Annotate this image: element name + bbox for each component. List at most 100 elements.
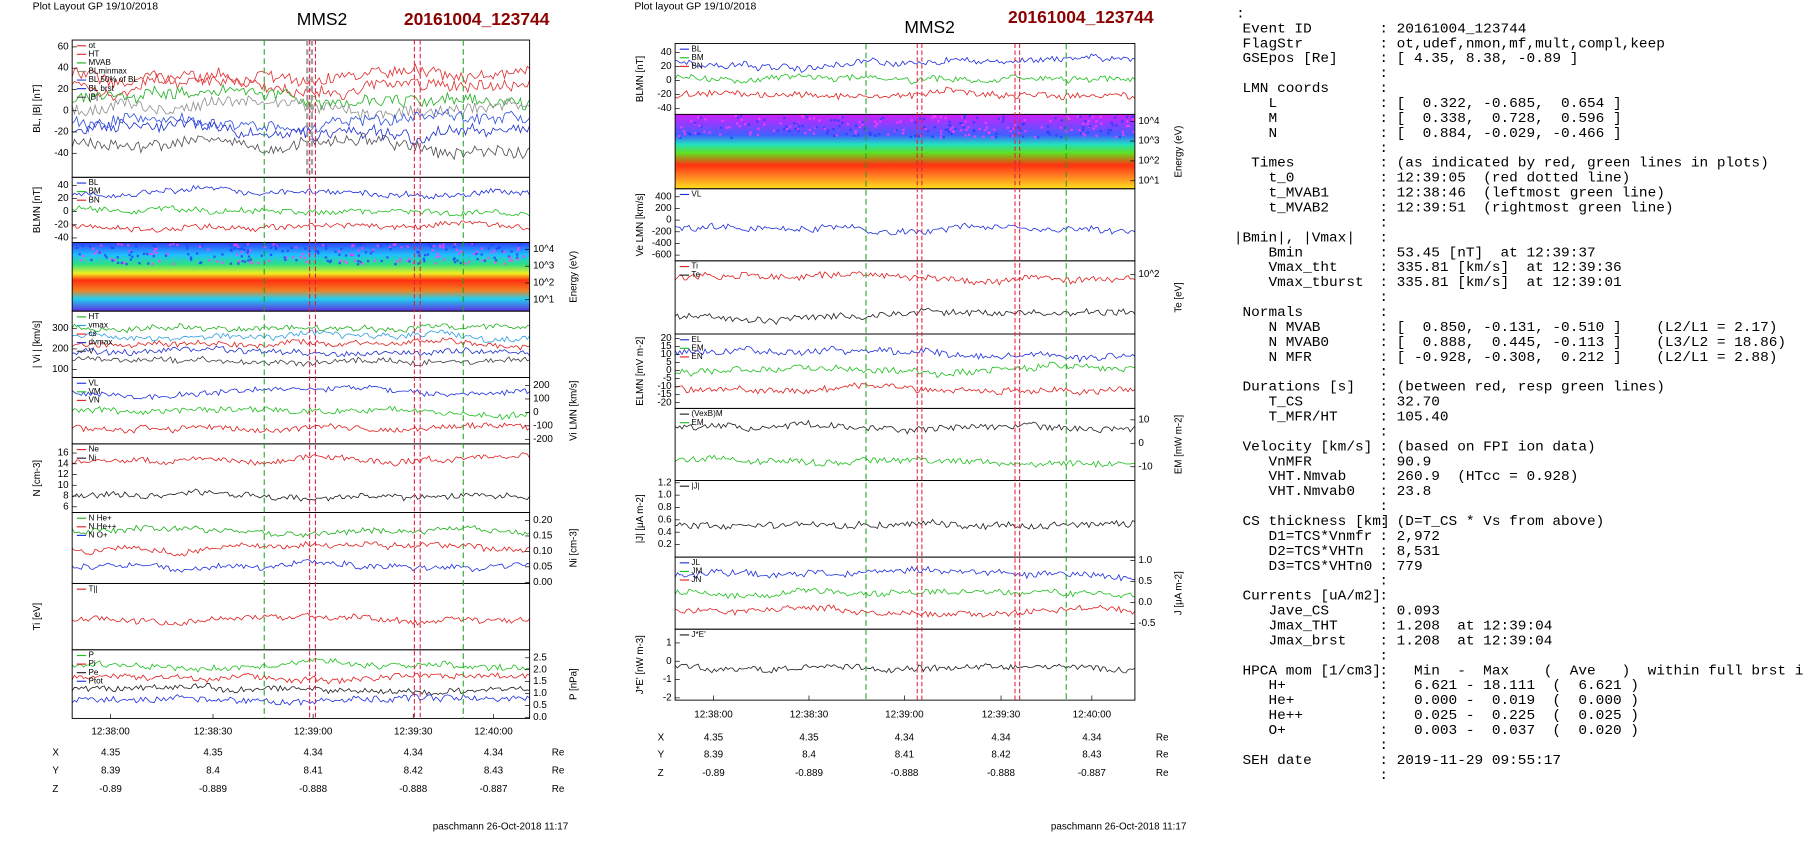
y-axis-label: Ni [cm-3] [568,528,579,567]
ephemeris-cell: -0.888 [299,784,328,795]
spectrogram-speckle [1087,120,1090,123]
y-tick-label: 1.5 [533,676,547,687]
spectrogram-speckle [340,247,343,250]
summary-key: Jmax_brst [1234,634,1347,650]
summary-value: : 2019-11-29 09:55:17 [1379,753,1561,769]
spectrogram-speckle [776,129,779,132]
spectrogram-speckle [854,129,857,133]
spectrogram-speckle [442,246,445,249]
spectrogram-speckle [158,259,161,263]
summary-value: : 20161004_123744 [1379,21,1526,37]
summary-value: : (between red, resp green lines) [1379,380,1665,396]
summary-key: FlagStr [1234,36,1303,52]
spectrogram-speckle [357,260,360,263]
spectrogram-speckle [480,247,483,250]
legend-label: EM [691,418,703,427]
spectrogram-speckle [238,248,242,251]
trace [72,355,530,367]
ephemeris-cell: Re [552,747,565,758]
panel-frame [71,443,531,513]
spectrogram-speckle [110,246,113,249]
spectrogram-speckle [982,135,985,138]
y-tick-label: 10^2 [533,278,554,289]
spectrogram-speckle [195,252,199,255]
spectrogram-speckle [422,257,425,260]
spectrogram-speckle [394,263,397,266]
ephemeris-cell: 4.35 [704,733,724,744]
spectrogram-speckle [794,127,798,131]
spectrogram-speckle [863,127,866,130]
y-tick-label: 200 [52,344,69,355]
legend-label: T|| [88,584,97,593]
spectrogram-speckle [1132,131,1135,134]
spectrogram-speckle [117,242,120,246]
y-tick-label: 0.8 [658,502,672,513]
spectrogram-speckle [417,251,420,254]
summary-value: : [1379,768,1388,784]
y-tick-label: -200 [652,226,672,237]
spectrogram-speckle [1122,133,1125,136]
spectrogram-speckle [344,254,348,257]
spectrogram-speckle [923,125,926,129]
footer: paschmann 26-Oct-2018 11:17 [1051,822,1187,833]
trace [71,205,530,217]
spectrogram-speckle [796,122,799,125]
legend-label: BM [691,53,703,62]
spectrogram-speckle [961,123,965,126]
spectrogram-speckle [995,132,998,135]
y-tick-label: 10 [58,480,70,491]
y-tick-label: -5 [663,373,672,384]
spectrogram-speckle [1011,127,1015,130]
y-tick-label: 15 [661,341,673,352]
spectrogram-speckle [453,243,457,246]
spectrogram-speckle [944,116,947,119]
ephemeris-cell: -0.888 [987,768,1016,779]
trace [71,323,530,334]
spectrogram-speckle [881,116,885,119]
spectrogram-speckle [812,117,815,120]
spectrogram-speckle [910,119,913,122]
y-axis-label: Ti [eV] [32,602,43,630]
spectrogram-speckle [1060,136,1063,139]
spectrogram-speckle [734,114,737,117]
spectrogram-speckle [815,126,818,129]
spectrogram-speckle [1068,117,1071,121]
spectrogram-speckle [854,132,857,135]
spectrogram-speckle [1064,126,1067,129]
y-axis-label: BL, |B| [nT] [32,84,43,133]
trace [674,345,1136,363]
legend-label: Ni [88,453,96,462]
summary-value: : [1379,589,1388,605]
spectrogram-speckle [823,127,827,131]
spectrogram-speckle [1095,120,1098,123]
spectrogram-speckle [152,254,155,258]
spectrogram-speckle [334,250,337,253]
legend-label: N O+ [88,531,108,540]
trace [674,419,1136,435]
y-tick-label: 1 [666,638,672,649]
spectrogram-speckle [487,256,490,259]
spectrogram-speckle [963,114,966,118]
summary-value: : 1.208 at 12:39:04 [1379,619,1552,635]
spectrogram-speckle [788,129,791,133]
spectrogram-speckle [939,133,943,136]
spectrogram-speckle [1126,115,1129,119]
summary-value: : [ 0.850, -0.131, -0.510 ] (L2/L1 = 2.1… [1379,320,1777,336]
spectrogram-speckle [1127,124,1130,128]
spectrogram-speckle [808,128,811,132]
spectrogram-speckle [356,243,360,247]
legend-label: BL 50% of BL [88,75,138,84]
spectrogram-speckle [939,116,942,119]
spectrogram-speckle [494,259,498,262]
panel-frame [71,512,531,584]
spectrogram-speckle [395,260,398,263]
legend-label: vmax [88,321,107,330]
spectrogram-speckle [290,246,293,250]
summary-value: : 1.208 at 12:39:04 [1379,634,1552,650]
spectrogram-speckle [467,260,471,264]
x-tick-label: 12:39:00 [294,727,333,738]
spectrogram-speckle [749,130,752,134]
y-tick-label: -20 [657,89,672,100]
summary-key: Vmax_tburst [1234,275,1364,291]
y-tick-label: 10^4 [533,244,555,255]
